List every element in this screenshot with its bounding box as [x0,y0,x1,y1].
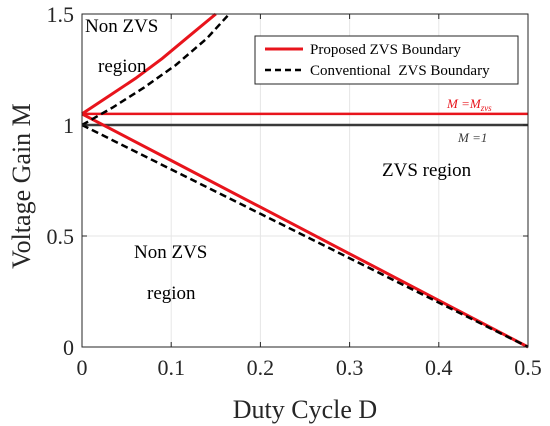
series-0-segment-1 [81,112,529,349]
series-1-segment-1 [81,123,529,349]
annotation-bottom-line1: Non ZVS [134,242,207,263]
ref-label-mzvs-main: M =M [446,96,482,111]
x-tick-label-5: 0.5 [514,355,542,380]
x-tick-label-1: 0.1 [157,355,185,380]
series-1-segment-0 [81,13,231,127]
x-tick-label-0: 0 [77,355,88,380]
x-tick-label-4: 0.4 [425,355,453,380]
series-layer [81,12,529,349]
x-tick-label-2: 0.2 [247,355,275,380]
x-axis-title: Duty Cycle D [233,395,377,424]
y-tick-label-2: 1 [63,113,74,138]
y-tick-label-1: 0.5 [47,224,75,249]
series-0-segment-0 [81,12,217,116]
ref-label-mzvs: M =Mzvs [446,96,492,113]
annotation-top-left-line2: region [98,56,147,77]
legend-label-proposed: Proposed ZVS Boundary [310,42,461,58]
legend-box [254,35,519,85]
y-tick-label-3: 1.5 [47,2,75,27]
annotation-bottom-line2: region [147,283,196,304]
ref-label-mzvs-sub: zvs [480,103,492,113]
reference-lines [82,112,528,127]
tick-labels: 0 0.1 0.2 0.3 0.4 0.5 0 0.5 1 1.5 [47,2,542,380]
annotation-right: ZVS region [382,160,472,181]
legend-label-conventional: Conventional ZVS Boundary [310,63,490,79]
y-tick-label-0: 0 [63,335,74,360]
axes [81,13,529,348]
legend: Proposed ZVS Boundary Conventional ZVS B… [254,35,519,85]
ref-label-m1: M =1 [457,130,487,145]
plot-frame [81,13,529,348]
x-tick-label-3: 0.3 [336,355,364,380]
annotation-top-left-line1: Non ZVS [85,16,158,37]
y-axis-title: Voltage Gain M [7,103,36,269]
